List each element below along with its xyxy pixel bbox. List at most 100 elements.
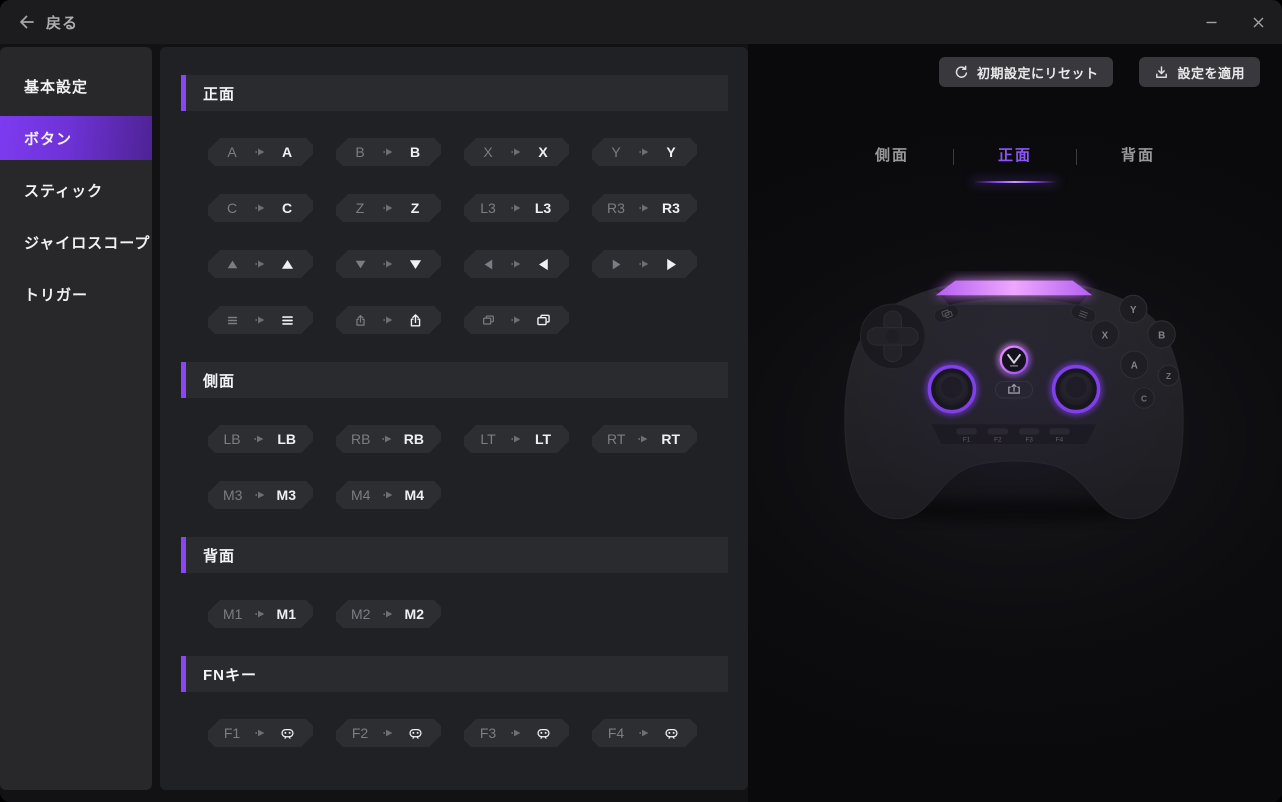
triangle-down-icon bbox=[406, 257, 424, 272]
mapping-chip[interactable] bbox=[208, 306, 313, 334]
chip-row bbox=[208, 306, 748, 334]
mapping-chip[interactable]: M3 M3 bbox=[208, 481, 313, 509]
minimize-icon bbox=[1206, 21, 1217, 23]
map-arrow-icon bbox=[381, 433, 393, 445]
mapping-to-label: A bbox=[281, 144, 293, 160]
share-icon bbox=[351, 314, 369, 327]
sidebar-item-label: スティック bbox=[24, 182, 104, 200]
mapping-chip[interactable] bbox=[336, 306, 441, 334]
mapping-chip[interactable]: F4 bbox=[592, 719, 697, 747]
chip-row: M1 M1 M2 M2 bbox=[208, 600, 748, 628]
mapping-from-label: L3 bbox=[480, 200, 496, 216]
mapping-from-label: F2 bbox=[351, 725, 369, 741]
sidebar-item-gyroscope[interactable]: ジャイロスコープ bbox=[0, 220, 152, 264]
mapping-chip[interactable]: R3 R3 bbox=[592, 194, 697, 222]
mapping-from-label: F3 bbox=[479, 725, 497, 741]
reset-label: 初期設定にリセット bbox=[976, 65, 1099, 81]
map-arrow-icon bbox=[254, 258, 266, 270]
mapping-chip[interactable] bbox=[592, 250, 697, 278]
sidebar-item-buttons[interactable]: ボタン bbox=[0, 116, 152, 160]
mapping-to-label: RT bbox=[661, 431, 680, 447]
mapping-chip[interactable]: LB LB bbox=[208, 425, 313, 453]
mapping-chip[interactable]: L3 L3 bbox=[464, 194, 569, 222]
close-button[interactable] bbox=[1235, 0, 1282, 44]
mapping-chip[interactable]: M4 M4 bbox=[336, 481, 441, 509]
mapping-chip[interactable]: LT LT bbox=[464, 425, 569, 453]
mapping-to-label: Y bbox=[666, 144, 676, 160]
map-arrow-icon bbox=[510, 314, 522, 326]
mapping-to-label: M4 bbox=[404, 487, 424, 503]
map-arrow-icon bbox=[638, 727, 650, 739]
fn-strip: F1 F2 F3 F4 bbox=[931, 424, 1097, 444]
mapping-chip[interactable] bbox=[464, 306, 569, 334]
titlebar: 戻る bbox=[0, 0, 1282, 44]
sidebar-item-basic[interactable]: 基本設定 bbox=[0, 64, 152, 108]
map-arrow-icon bbox=[382, 314, 394, 326]
share-button bbox=[994, 380, 1034, 399]
map-arrow-icon bbox=[382, 608, 394, 620]
mapping-chip[interactable] bbox=[208, 250, 313, 278]
map-arrow-icon bbox=[510, 727, 522, 739]
section-title: 側面 bbox=[203, 372, 236, 390]
map-arrow-icon bbox=[510, 202, 522, 214]
chip-row: LB LB RB RB LT LT RT RT bbox=[208, 425, 748, 453]
mapping-chip[interactable] bbox=[464, 250, 569, 278]
share-icon bbox=[406, 313, 424, 328]
map-arrow-icon bbox=[254, 202, 266, 214]
gamepad-icon bbox=[278, 726, 296, 741]
map-arrow-icon bbox=[510, 258, 522, 270]
overlap-icon bbox=[534, 313, 552, 328]
face-button-a: A bbox=[1131, 361, 1138, 372]
mapping-chip[interactable]: F1 bbox=[208, 719, 313, 747]
map-arrow-icon bbox=[254, 314, 266, 326]
mapping-chip[interactable]: M2 M2 bbox=[336, 600, 441, 628]
triangle-down-icon bbox=[351, 258, 369, 271]
mapping-chip[interactable]: RB RB bbox=[336, 425, 441, 453]
map-arrow-icon bbox=[510, 433, 522, 445]
mapping-chip[interactable] bbox=[336, 250, 441, 278]
map-arrow-icon bbox=[382, 146, 394, 158]
download-icon bbox=[1156, 65, 1168, 78]
view-tabs: 側面 正面 背面 bbox=[748, 144, 1282, 183]
back-button[interactable]: 戻る bbox=[0, 0, 94, 44]
mapping-from-label: RT bbox=[607, 431, 626, 447]
tab-front[interactable]: 正面 bbox=[971, 144, 1059, 183]
mapping-from-label: LT bbox=[480, 431, 496, 447]
mapping-chip[interactable]: F3 bbox=[464, 719, 569, 747]
section-header-front: 正面 bbox=[181, 75, 728, 111]
chip-row: C C Z Z L3 L3 R3 R3 bbox=[208, 194, 748, 222]
face-buttons: Y X B A Z C bbox=[1090, 294, 1180, 409]
reset-icon bbox=[955, 65, 968, 78]
mapping-chip[interactable]: RT RT bbox=[592, 425, 697, 453]
gamepad-icon bbox=[534, 726, 552, 741]
menu-button bbox=[1070, 304, 1097, 324]
map-arrow-icon bbox=[254, 727, 266, 739]
mapping-chip[interactable]: F2 bbox=[336, 719, 441, 747]
map-arrow-icon bbox=[638, 258, 650, 270]
mapping-from-label: LB bbox=[223, 431, 241, 447]
sidebar-item-trigger[interactable]: トリガー bbox=[0, 272, 152, 316]
reset-button[interactable]: 初期設定にリセット bbox=[938, 57, 1114, 87]
map-arrow-icon bbox=[510, 146, 522, 158]
fn-label-f2: F2 bbox=[994, 436, 1002, 443]
mapping-chip[interactable]: M1 M1 bbox=[208, 600, 313, 628]
map-arrow-icon bbox=[253, 433, 265, 445]
mapping-from-label: F4 bbox=[607, 725, 625, 741]
minimize-button[interactable] bbox=[1188, 0, 1235, 44]
tab-back[interactable]: 背面 bbox=[1121, 147, 1156, 164]
section-header-back: 背面 bbox=[181, 537, 728, 573]
map-arrow-icon bbox=[638, 202, 650, 214]
controller-preview: Y X B A Z C bbox=[844, 279, 1184, 523]
sidebar-item-stick[interactable]: スティック bbox=[0, 168, 152, 212]
sidebar-item-label: 基本設定 bbox=[24, 78, 89, 96]
apply-button[interactable]: 設定を適用 bbox=[1139, 57, 1260, 87]
tab-side[interactable]: 側面 bbox=[874, 147, 909, 164]
